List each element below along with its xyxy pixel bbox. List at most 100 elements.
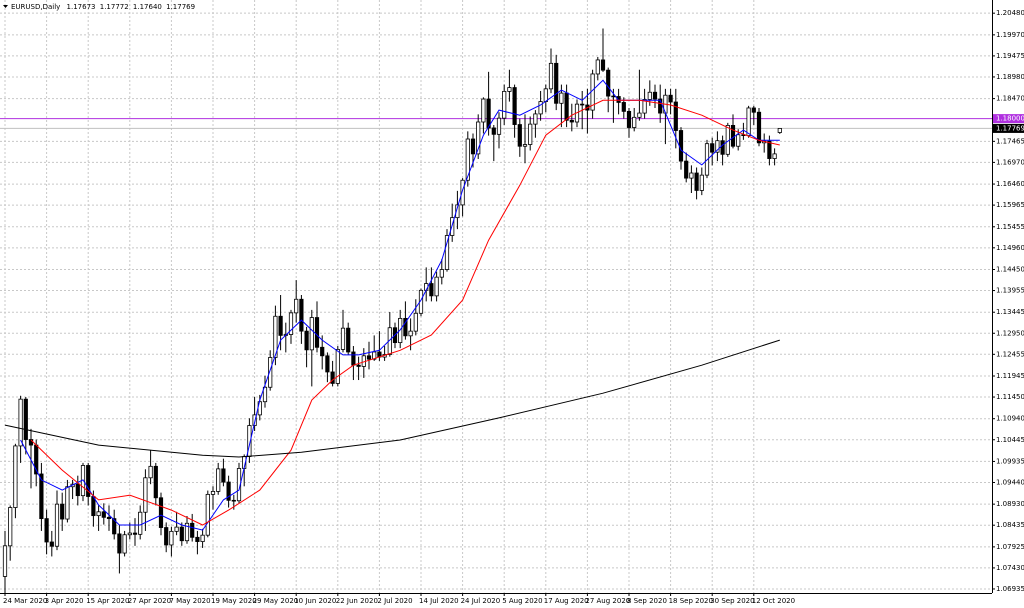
candle-body	[205, 493, 210, 536]
candle-body	[330, 371, 335, 384]
candle-body	[507, 87, 512, 92]
x-tick-label: 17 Aug 2020	[544, 597, 589, 605]
candle-body	[190, 522, 195, 538]
candle-body	[86, 465, 91, 497]
x-tick-label: 10 Jun 2020	[294, 597, 336, 605]
last-price-label: 1.17769	[996, 124, 1024, 132]
candle-body	[637, 112, 642, 118]
y-tick-label: 1.16460	[996, 180, 1024, 188]
level-tag	[993, 114, 1024, 124]
y-tick-label: 1.14960	[996, 244, 1024, 252]
candle-body	[600, 59, 606, 71]
candle-body	[470, 138, 476, 155]
y-tick-label: 1.11945	[996, 372, 1024, 380]
candle-body	[496, 117, 502, 135]
candle-body	[772, 153, 777, 159]
candle-body	[39, 473, 44, 520]
candle-body	[647, 91, 652, 100]
candle-body	[626, 110, 632, 128]
chart-header: EURUSD,Daily 1.17673 1.17772 1.17640 1.1…	[11, 3, 195, 11]
y-tick-label: 1.08930	[996, 500, 1024, 508]
candle-body	[169, 530, 174, 546]
candle-body	[54, 503, 60, 547]
candle-body	[673, 101, 678, 131]
candle-body	[2, 545, 8, 577]
candle-body	[569, 119, 574, 123]
candle-body	[346, 327, 351, 353]
candle-body	[18, 398, 23, 447]
level-tag-label: 1.18000	[996, 115, 1024, 123]
candle-body	[658, 98, 663, 114]
candle-body	[476, 121, 481, 155]
candle-body	[8, 507, 13, 547]
candle-body	[481, 98, 486, 123]
candle-body	[455, 204, 460, 219]
candle-body	[101, 511, 106, 518]
candle-body	[491, 127, 496, 135]
x-tick-label: 27 Aug 2020	[585, 597, 630, 605]
y-tick-label: 1.08435	[996, 521, 1024, 529]
y-tick-label: 1.13445	[996, 308, 1024, 316]
candle-body	[158, 497, 164, 528]
candle-body	[153, 465, 158, 499]
y-tick-label: 1.17465	[996, 137, 1024, 145]
open-value: 1.17673	[67, 3, 96, 11]
candle-body	[299, 298, 304, 332]
candle-body	[689, 172, 694, 179]
candle-body	[777, 128, 782, 133]
x-tick-label: 7 May 2020	[169, 597, 210, 605]
candle-body	[465, 138, 470, 181]
candle-body	[148, 465, 153, 479]
close-value: 1.17769	[166, 3, 195, 11]
candle-body	[132, 532, 138, 535]
candle-body	[304, 330, 309, 351]
candle-body	[730, 125, 736, 147]
y-tick-label: 1.11450	[996, 393, 1024, 401]
candle-body	[174, 526, 179, 532]
y-tick-label: 1.19970	[996, 31, 1024, 39]
candle-body	[751, 107, 756, 113]
candle-body	[720, 140, 725, 155]
y-tick-label: 1.12455	[996, 350, 1024, 358]
candle-body	[580, 103, 585, 106]
x-tick-label: 19 May 2020	[211, 597, 257, 605]
candle-body	[678, 130, 684, 162]
x-tick-label: 8 Sep 2020	[627, 597, 667, 605]
candle-body	[112, 518, 117, 535]
candle-body	[231, 499, 236, 502]
y-tick-label: 1.10445	[996, 436, 1024, 444]
candle-body	[512, 87, 517, 125]
y-tick-label: 1.07430	[996, 564, 1024, 572]
candle-body	[44, 518, 49, 543]
candle-body	[611, 95, 616, 98]
candle-body	[606, 69, 611, 97]
candle-body	[434, 276, 439, 297]
candle-body	[366, 355, 372, 360]
candle-body	[320, 346, 325, 357]
candle-body	[356, 364, 361, 367]
candle-body	[210, 491, 216, 495]
x-tick-label: 22 Jun 2020	[336, 597, 378, 605]
candle-body	[143, 477, 148, 513]
candle-body	[564, 92, 569, 121]
x-tick-label: 12 Oct 2020	[752, 597, 795, 605]
candle-body	[127, 532, 132, 536]
candle-body	[694, 172, 699, 191]
y-tick-label: 1.09440	[996, 478, 1024, 486]
candle-body	[273, 315, 278, 358]
y-tick-label: 1.10940	[996, 415, 1024, 423]
x-tick-label: 24 Jul 2020	[461, 597, 501, 605]
candle-body	[444, 235, 450, 270]
x-tick-label: 5 Aug 2020	[502, 597, 542, 605]
menu-arrow[interactable]	[3, 5, 8, 8]
x-tick-label: 27 Apr 2020	[128, 597, 171, 605]
candle-body	[184, 522, 190, 542]
candle-body	[403, 317, 408, 337]
candle-body	[262, 386, 268, 403]
low-value: 1.17640	[133, 3, 162, 11]
candle-body	[278, 315, 283, 336]
x-tick-label: 29 May 2020	[253, 597, 299, 605]
candle-body	[372, 351, 377, 360]
